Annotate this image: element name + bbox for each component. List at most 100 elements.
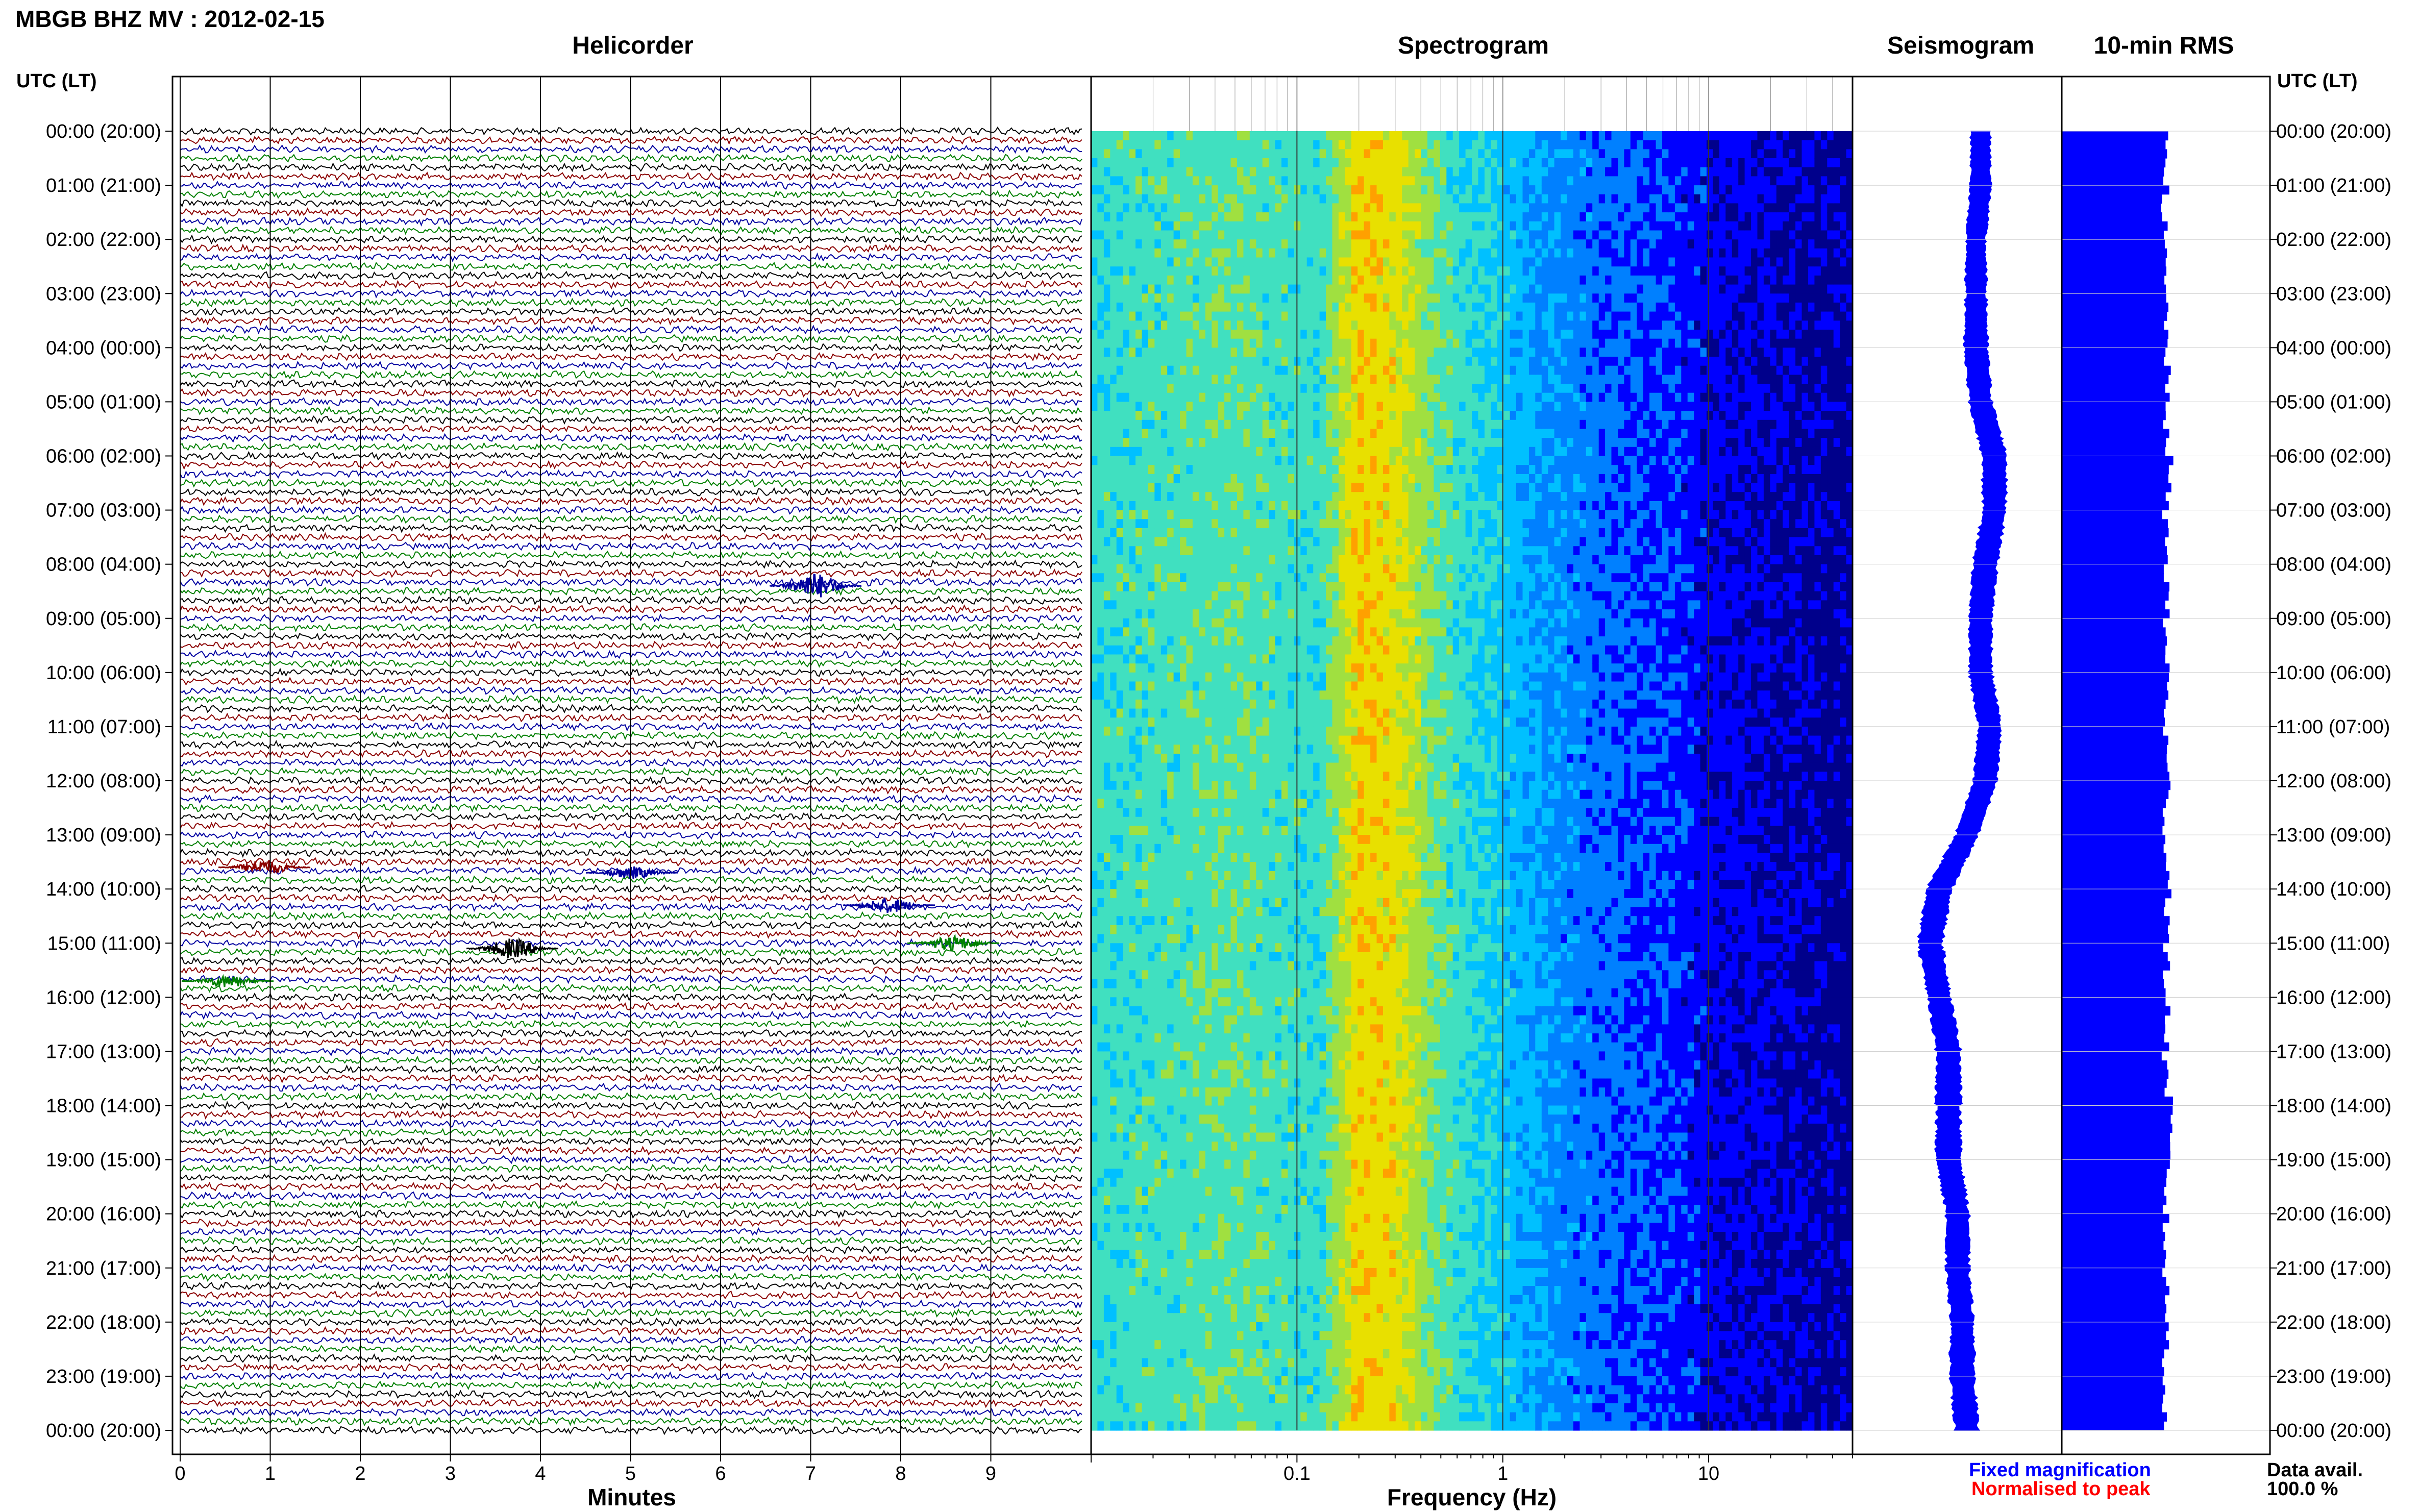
spectrogram-cell (1136, 528, 1142, 537)
spectrogram-cell (1129, 1070, 1136, 1079)
spectrogram-cell (1097, 1403, 1104, 1412)
spectrogram-cell (1091, 221, 1098, 231)
spectrogram-cell (1142, 916, 1149, 925)
spectrogram-cell (1136, 871, 1142, 880)
spectrogram-cell (1104, 1114, 1110, 1124)
spectrogram-cell (1097, 1295, 1104, 1304)
spectrogram-cell (1104, 952, 1110, 961)
spectrogram-cell (1136, 1043, 1142, 1052)
spectrogram-cell (1091, 1060, 1098, 1070)
spectrogram-cell (1123, 835, 1129, 844)
spectrogram-cell (1091, 1033, 1098, 1043)
spectrogram-cell (1161, 167, 1168, 177)
spectrogram-cell (1110, 519, 1117, 528)
spectrogram-cell (1123, 1358, 1129, 1368)
spectrogram-cell (1142, 564, 1149, 574)
spectrogram-cell (1154, 131, 1161, 140)
spectrogram-cell (1129, 546, 1136, 555)
spectrogram-cell (1148, 817, 1155, 826)
spectrogram-cell (1104, 781, 1110, 790)
spectrogram-cell (1110, 1079, 1117, 1088)
spectrogram-cell (1097, 1106, 1104, 1115)
spectrogram-cell (1091, 618, 1098, 628)
spectrogram-cell (1142, 655, 1149, 664)
spectrogram-cell (1123, 474, 1129, 483)
spectrogram-cell (1104, 1051, 1110, 1060)
spectrogram-cell (1097, 1079, 1104, 1088)
spectrogram-cell (1154, 808, 1161, 817)
spectrogram-cell (1161, 1124, 1168, 1133)
spectrogram-cell (1117, 952, 1123, 961)
spectrogram-cell (1154, 420, 1161, 429)
spectrogram-cell (1117, 979, 1123, 988)
spectrogram-cell (1136, 934, 1142, 944)
spectrogram-cell (1136, 1169, 1142, 1178)
spectrogram-cell (1110, 1087, 1117, 1097)
spectrogram-cell (1117, 1286, 1123, 1295)
spectrogram-cell (1123, 1340, 1129, 1349)
spectrogram-cell (1136, 438, 1142, 447)
spectrogram-cell (1123, 862, 1129, 871)
spectrogram-cell (1097, 411, 1104, 420)
spectrogram-cell (1161, 221, 1168, 231)
spectrogram-cell (1097, 348, 1104, 357)
spectrogram-cell (1110, 1349, 1117, 1358)
spectrogram-cell (1104, 591, 1110, 601)
spectrogram-cell (1097, 293, 1104, 303)
spectrogram-cell (1148, 501, 1155, 510)
spectrogram-cell (1142, 1304, 1149, 1313)
spectrogram-cell (1091, 600, 1098, 609)
spectrogram-cell (1110, 266, 1117, 276)
spectrogram-cell (1154, 140, 1161, 150)
x-tick-label: 4 (535, 1463, 546, 1484)
spectrogram-cell (1097, 185, 1104, 194)
spectrogram-cell (1104, 727, 1110, 736)
spectrogram-cell (1110, 1367, 1117, 1376)
spectrogram-cell (1136, 808, 1142, 817)
spectrogram-cell (1104, 736, 1110, 745)
spectrogram-cell (1104, 375, 1110, 384)
spectrogram-cell (1148, 465, 1155, 474)
spectrogram-cell (1136, 1133, 1142, 1142)
spectrogram-cell (1110, 979, 1117, 988)
spectrogram-cell (1097, 357, 1104, 366)
spectrogram-cell (1129, 429, 1136, 438)
spectrogram-cell (1104, 1403, 1110, 1412)
spectrogram-cell (1091, 1295, 1098, 1304)
spectrogram-cell (1117, 1259, 1123, 1268)
spectrogram-cell (1091, 1286, 1098, 1295)
spectrogram-cell (1104, 492, 1110, 501)
spectrogram-cell (1097, 772, 1104, 781)
spectrogram-cell (1148, 1232, 1155, 1241)
spectrogram-cell (1161, 285, 1168, 294)
spectrogram-cell (1091, 438, 1098, 447)
spectrogram-cell (1129, 997, 1136, 1006)
spectrogram-cell (1091, 1160, 1098, 1169)
spectrogram-cell (1136, 194, 1142, 204)
spectrogram-cell (1110, 727, 1117, 736)
spectrogram-cell (1097, 258, 1104, 267)
spectrogram-cell (1097, 564, 1104, 574)
spectrogram-cell (1154, 943, 1161, 952)
spectrogram-cell (1104, 916, 1110, 925)
spectrogram-cell (1129, 573, 1136, 582)
spectrogram-cell (1104, 880, 1110, 889)
spectrogram-cell (1097, 646, 1104, 655)
spectrogram-cell (1104, 1106, 1110, 1115)
spectrogram-cell (1148, 952, 1155, 961)
spectrogram-cell (1129, 709, 1136, 718)
spectrogram-cell (1154, 149, 1161, 158)
spectrogram-cell (1104, 808, 1110, 817)
spectrogram-cell (1148, 970, 1155, 979)
spectrogram-cell (1123, 1051, 1129, 1060)
spectrogram-cell (1136, 357, 1142, 366)
spectrogram-cell (1097, 519, 1104, 528)
spectrogram-cell (1129, 636, 1136, 646)
spectrogram-cell (1154, 510, 1161, 519)
spectrogram-cell (1117, 348, 1123, 357)
spectrogram-cell (1136, 582, 1142, 591)
spectrogram-cell (1123, 772, 1129, 781)
spectrogram-cell (1091, 1394, 1098, 1403)
spectrogram-cell (1104, 1394, 1110, 1403)
spectrogram-cell (1161, 293, 1168, 303)
